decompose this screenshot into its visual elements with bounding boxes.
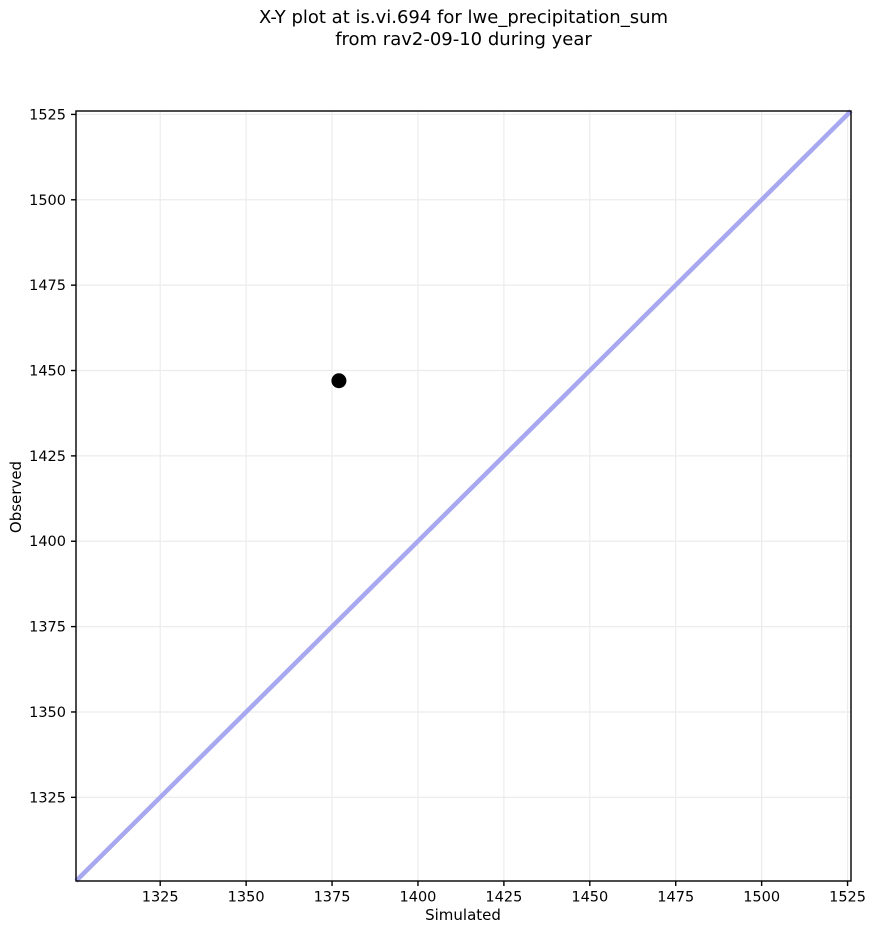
chart-title-line1: X-Y plot at is.vi.694 for lwe_precipitat… xyxy=(258,7,669,28)
y-axis-label: Observed xyxy=(7,460,25,534)
chart-title: X-Y plot at is.vi.694 for lwe_precipitat… xyxy=(76,7,851,51)
data-point xyxy=(331,373,347,389)
y-tick-label: 1375 xyxy=(29,620,66,636)
y-tick-label: 1525 xyxy=(29,107,66,123)
x-tick-label: 1400 xyxy=(400,890,437,906)
x-tick-label: 1450 xyxy=(571,890,608,906)
x-axis-label: Simulated xyxy=(425,906,501,924)
y-tick-label: 1325 xyxy=(29,790,66,806)
y-tick-label: 1500 xyxy=(29,193,66,209)
x-tick-label: 1475 xyxy=(657,890,694,906)
y-tick-label: 1425 xyxy=(29,449,66,465)
y-tick-label: 1400 xyxy=(29,534,66,550)
plot-spines xyxy=(75,110,852,882)
x-tick-label: 1425 xyxy=(485,890,522,906)
identity-line xyxy=(74,109,853,883)
y-tick-label: 1475 xyxy=(29,278,66,294)
x-tick-label: 1375 xyxy=(314,890,351,906)
y-tick-label: 1350 xyxy=(29,705,66,721)
x-tick-label: 1500 xyxy=(743,890,780,906)
x-tick-label: 1325 xyxy=(142,890,179,906)
chart-title-line2: from rav2-09-10 during year xyxy=(335,29,592,50)
x-tick-label: 1525 xyxy=(829,890,866,906)
x-tick-label: 1350 xyxy=(228,890,265,906)
y-tick-label: 1450 xyxy=(29,364,66,380)
